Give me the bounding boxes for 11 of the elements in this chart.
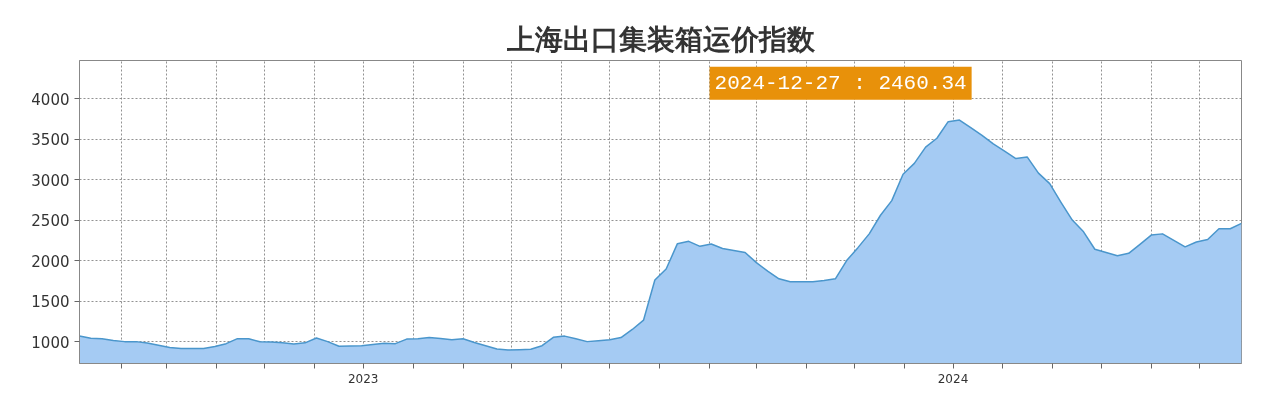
y-tick-label: 3500 bbox=[31, 131, 70, 150]
y-tick-label: 1000 bbox=[31, 333, 70, 352]
y-tick-label: 2500 bbox=[31, 212, 70, 231]
chart-title: 上海出口集装箱运价指数 bbox=[505, 22, 816, 56]
x-tick-label: 2024 bbox=[937, 371, 969, 386]
y-tick-label: 2000 bbox=[31, 252, 70, 271]
y-tick-label: 1500 bbox=[31, 293, 70, 312]
annotation: 2024-12-27 : 2460.34 bbox=[714, 71, 967, 95]
y-tick-label: 3000 bbox=[31, 171, 70, 190]
y-tick-label: 4000 bbox=[31, 90, 70, 109]
x-tick-label: 2023 bbox=[347, 371, 379, 386]
